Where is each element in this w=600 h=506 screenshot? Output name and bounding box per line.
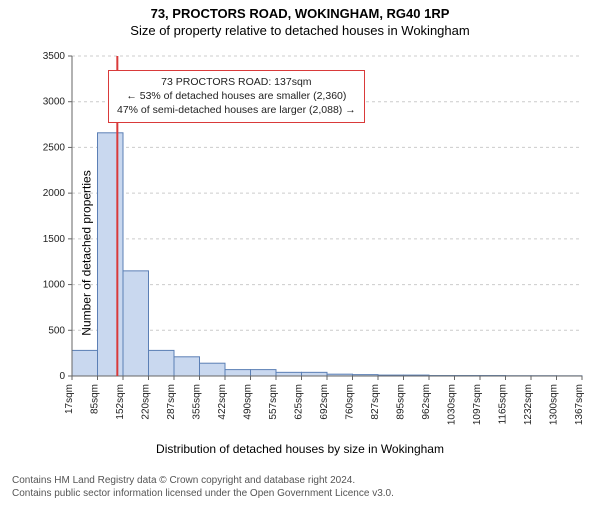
svg-text:692sqm: 692sqm (319, 384, 330, 420)
caption-line-2: Contains public sector information licen… (12, 487, 588, 500)
annotation-line-1: 73 PROCTORS ROAD: 137sqm (117, 75, 356, 89)
svg-text:3500: 3500 (43, 51, 66, 62)
svg-text:287sqm: 287sqm (166, 384, 177, 420)
svg-text:760sqm: 760sqm (345, 384, 356, 420)
page-title-address: 73, PROCTORS ROAD, WOKINGHAM, RG40 1RP (0, 6, 600, 21)
svg-text:422sqm: 422sqm (217, 384, 228, 420)
svg-text:1367sqm: 1367sqm (574, 384, 585, 425)
svg-text:2000: 2000 (43, 188, 66, 199)
svg-text:220sqm: 220sqm (141, 384, 152, 420)
svg-text:2500: 2500 (43, 142, 66, 153)
caption-line-1: Contains HM Land Registry data © Crown c… (12, 474, 588, 487)
svg-text:557sqm: 557sqm (268, 384, 279, 420)
svg-text:3000: 3000 (43, 97, 66, 108)
svg-text:17sqm: 17sqm (64, 384, 75, 414)
svg-text:355sqm: 355sqm (192, 384, 203, 420)
svg-text:895sqm: 895sqm (396, 384, 407, 420)
svg-text:0: 0 (59, 371, 65, 382)
svg-text:1000: 1000 (43, 280, 66, 291)
svg-text:625sqm: 625sqm (294, 384, 305, 420)
x-axis-label: Distribution of detached houses by size … (0, 442, 600, 456)
svg-text:1300sqm: 1300sqm (549, 384, 560, 425)
svg-text:962sqm: 962sqm (421, 384, 432, 420)
y-axis-label: Number of detached properties (80, 170, 94, 335)
svg-text:1165sqm: 1165sqm (498, 384, 509, 424)
svg-text:500: 500 (48, 325, 65, 336)
page-title-sub: Size of property relative to detached ho… (0, 23, 600, 38)
svg-text:827sqm: 827sqm (370, 384, 381, 420)
marker-annotation-box: 73 PROCTORS ROAD: 137sqm ← 53% of detach… (108, 70, 365, 123)
svg-text:1097sqm: 1097sqm (472, 384, 483, 425)
annotation-line-2: ← 53% of detached houses are smaller (2,… (117, 89, 356, 103)
svg-text:85sqm: 85sqm (90, 384, 101, 414)
annotation-line-3: 47% of semi-detached houses are larger (… (117, 103, 356, 117)
svg-text:490sqm: 490sqm (243, 384, 254, 420)
svg-text:1030sqm: 1030sqm (447, 384, 458, 425)
footer-caption: Contains HM Land Registry data © Crown c… (12, 474, 588, 500)
svg-text:1500: 1500 (43, 234, 66, 245)
svg-text:1232sqm: 1232sqm (523, 384, 534, 425)
svg-text:152sqm: 152sqm (115, 384, 126, 420)
